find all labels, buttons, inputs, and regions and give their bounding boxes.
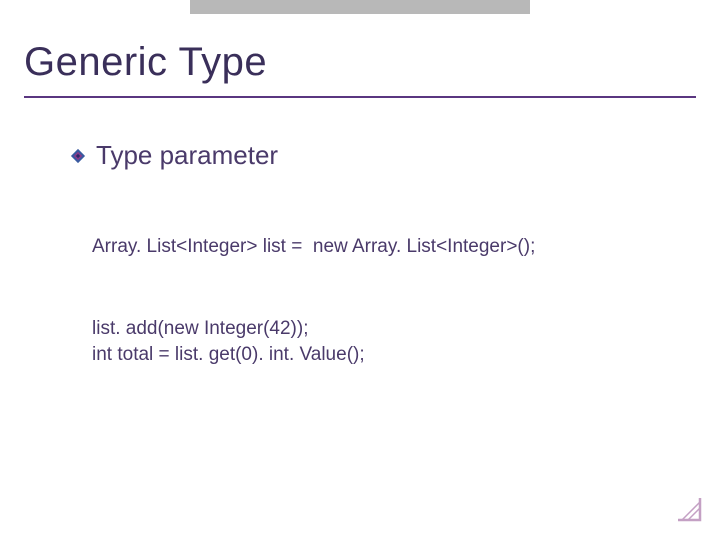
corner-accent-icon [676,496,702,522]
diamond-bullet-icon [70,148,86,164]
slide-title: Generic Type [24,40,267,85]
subtitle-row: Type parameter [70,140,278,171]
title-underline [24,96,696,98]
code-line-2: list. add(new Integer(42)); [92,318,309,340]
code-line-3: int total = list. get(0). int. Value(); [92,344,365,366]
subtitle-text: Type parameter [96,140,278,171]
top-shadow-bar [190,0,530,14]
code-line-1: Array. List<Integer> list = new Array. L… [92,236,535,258]
